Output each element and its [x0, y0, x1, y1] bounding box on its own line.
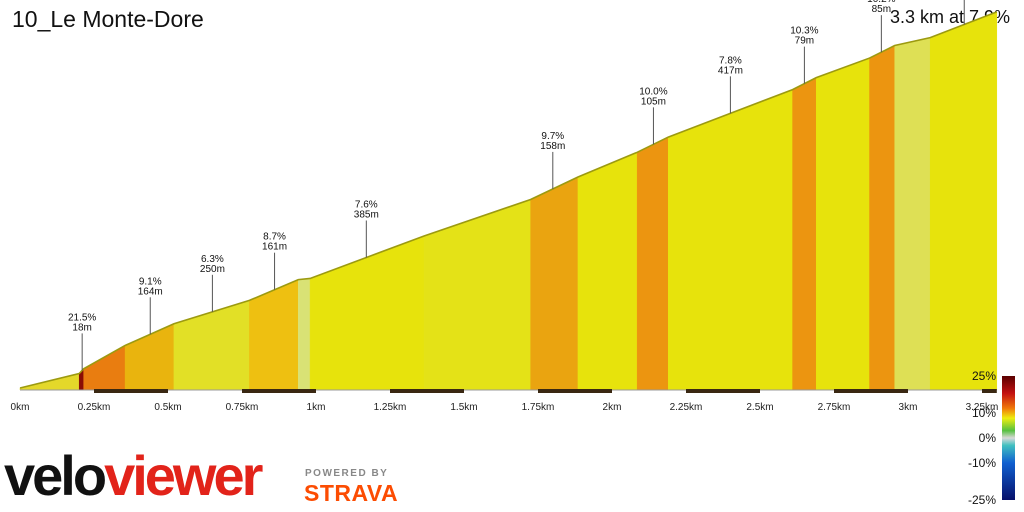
logo-viewer: viewer — [104, 444, 263, 507]
gradient-segment — [792, 77, 817, 391]
annotation-grade: 10.2% — [867, 0, 895, 5]
profile-outline — [19, 11, 998, 389]
gradient-segment — [173, 300, 250, 391]
powered-by-label: POWERED BY — [305, 468, 389, 479]
colorbar-tick-label: 0% — [979, 431, 997, 445]
x-tick-label: 3km — [899, 402, 918, 413]
gradient-segment — [929, 11, 998, 391]
colorbar-tick-label: -25% — [968, 493, 996, 507]
annotation-grade: 6.3% — [201, 254, 224, 265]
annotation-length: 385m — [354, 210, 379, 221]
x-tick-label: 0.5km — [154, 402, 181, 413]
gradient-segment — [667, 89, 793, 391]
gradient-segment — [423, 199, 531, 391]
annotation-grade: 9.7% — [541, 131, 564, 142]
annotation-grade: 9.1% — [139, 276, 162, 287]
km-band — [390, 389, 464, 393]
annotation-length: 79m — [795, 36, 814, 47]
annotation-grade: 10.0% — [639, 86, 667, 97]
gradient-colorbar — [1002, 376, 1015, 500]
km-band — [94, 389, 168, 393]
x-tick-label: 2.75km — [818, 402, 851, 413]
x-tick-label: 1.25km — [374, 402, 407, 413]
x-tick-label: 1km — [307, 402, 326, 413]
annotation-length: 161m — [262, 242, 287, 253]
gradient-segment — [894, 37, 931, 391]
colorbar-tick-label: 25% — [972, 369, 996, 383]
annotation-grade: 7.8% — [719, 55, 742, 66]
gradient-segment — [83, 345, 126, 391]
x-tick-label: 2.25km — [670, 402, 703, 413]
gradient-segment — [309, 235, 425, 391]
annotation-grade: 21.5% — [68, 312, 96, 323]
km-band — [538, 389, 612, 393]
annotation-grade: 10.3% — [790, 26, 818, 37]
km-band — [242, 389, 316, 393]
colorbar-tick-label: 10% — [972, 406, 996, 420]
strava-logo: STRAVA — [304, 480, 399, 506]
x-tick-label: 3.25km — [966, 402, 999, 413]
annotation-length: 158m — [540, 141, 565, 152]
x-tick-label: 1.75km — [522, 402, 555, 413]
km-band — [834, 389, 908, 393]
km-band — [686, 389, 760, 393]
x-tick-label: 1.5km — [450, 402, 477, 413]
annotation-length: 105m — [641, 96, 666, 107]
page-title: 10_Le Monte-Dore — [12, 6, 204, 32]
x-tick-label: 0.75km — [226, 402, 259, 413]
x-tick-label: 2.5km — [746, 402, 773, 413]
annotation-grade: 8.7% — [263, 232, 286, 243]
colorbar-tick-label: -10% — [968, 456, 996, 470]
x-tick-label: 0.25km — [78, 402, 111, 413]
annotation-length: 164m — [138, 286, 163, 297]
gradient-segment — [124, 323, 175, 391]
gradient-segment — [815, 57, 870, 391]
x-tick-label: 2km — [603, 402, 622, 413]
x-tick-label: 0km — [11, 402, 30, 413]
annotation-length: 18m — [72, 322, 91, 333]
annotation-grade: 7.6% — [355, 200, 378, 211]
annotation-length: 250m — [200, 264, 225, 275]
annotation-length: 85m — [872, 4, 891, 15]
gradient-segment — [297, 278, 311, 391]
gradient-segment — [249, 279, 299, 391]
gradient-segment — [636, 136, 669, 391]
gradient-segment — [577, 151, 638, 391]
veloviewer-logo: veloviewer — [4, 448, 263, 504]
annotation-length: 417m — [718, 65, 743, 76]
gradient-segment — [869, 45, 895, 391]
gradient-segment — [530, 176, 579, 391]
km-band — [982, 389, 997, 393]
logo-velo: velo — [4, 444, 107, 507]
